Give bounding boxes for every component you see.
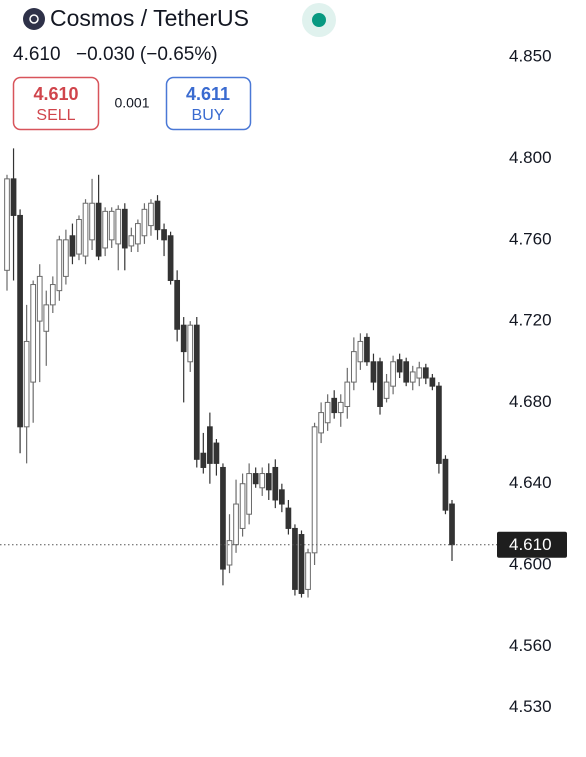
spread: 0.001 — [114, 95, 149, 111]
candle-body — [285, 507, 292, 529]
candle-body — [246, 473, 252, 515]
candle-body — [305, 552, 311, 590]
y-tick-label: 4.560 — [509, 636, 552, 655]
candle-body — [56, 239, 63, 292]
candle-body — [128, 235, 135, 247]
candle-body — [390, 361, 396, 387]
candle-body — [292, 527, 298, 590]
candle-body — [135, 223, 141, 245]
candle-body — [154, 200, 161, 231]
candle-body — [200, 452, 207, 468]
candle-body — [4, 178, 10, 271]
sell-price[interactable]: 4.610 — [33, 84, 78, 104]
candle-body — [76, 219, 82, 255]
buy-label[interactable]: BUY — [192, 107, 225, 124]
candle-body — [95, 202, 102, 257]
candle-body — [436, 385, 442, 464]
candle-body — [167, 235, 174, 281]
buy-price[interactable]: 4.611 — [186, 84, 230, 104]
y-tick-label: 4.680 — [509, 392, 552, 411]
candle-body — [324, 401, 331, 424]
market-status — [312, 13, 326, 27]
candle-body — [364, 336, 370, 363]
candle-body — [409, 371, 416, 383]
candle-body — [422, 367, 429, 379]
y-tick-label: 4.720 — [509, 311, 552, 330]
candle-body — [36, 275, 43, 322]
candle-body — [403, 361, 410, 383]
y-tick-label: 4.760 — [509, 229, 552, 248]
y-tick-label: 4.640 — [509, 473, 552, 492]
candle-body — [344, 381, 351, 407]
candle-body — [187, 324, 194, 363]
candle-body — [180, 324, 187, 353]
candle-body — [357, 340, 364, 363]
sell-button[interactable]: 4.610 SELL — [12, 76, 100, 131]
candle-body — [121, 208, 128, 249]
candle-body — [383, 381, 390, 399]
candle-body — [377, 361, 383, 407]
coin-icon — [23, 8, 45, 30]
candle-body — [442, 458, 449, 511]
candle-body — [63, 239, 69, 277]
candle-body — [17, 214, 23, 428]
candle-body — [207, 426, 213, 464]
candle-body — [265, 473, 272, 491]
candle-body — [102, 210, 109, 249]
candle-body — [259, 473, 266, 489]
candle-body — [331, 397, 338, 414]
candle-body — [416, 367, 423, 379]
candle-body — [23, 340, 30, 428]
candle-body — [89, 202, 95, 241]
candle-body — [396, 359, 403, 373]
symbol-title[interactable]: Cosmos / TetherUS — [50, 5, 249, 31]
candle-body — [278, 489, 285, 505]
candle-body — [115, 208, 122, 245]
candle-body — [298, 534, 305, 594]
buy-box[interactable] — [165, 76, 252, 131]
candle-body — [108, 210, 115, 241]
candle-body — [429, 377, 436, 387]
candle-body — [82, 202, 89, 257]
candle-body — [311, 426, 318, 554]
buy-button[interactable]: 4.611 BUY — [165, 76, 252, 131]
candle-body — [370, 361, 377, 383]
candle-body — [233, 503, 239, 546]
candle-body — [161, 229, 167, 241]
candle-body — [141, 208, 148, 237]
y-tick-label: 4.800 — [509, 148, 552, 167]
coin-icon-ring — [29, 14, 39, 24]
sell-label[interactable]: SELL — [36, 107, 75, 124]
plot-area: 4.530 4.560 4.600 4.640 4.680 4.720 4.760 4.800… — [0, 46, 567, 716]
candle-body — [252, 473, 259, 485]
y-tick-label: 4.850 — [509, 46, 552, 65]
candle-body — [174, 279, 181, 330]
candle-body — [148, 202, 154, 227]
candle-body — [449, 503, 455, 546]
candle-body — [49, 284, 56, 306]
candle-body — [220, 466, 226, 570]
candle-body — [272, 466, 279, 501]
candle-body — [43, 304, 50, 332]
y-tick-label: 4.600 — [509, 555, 552, 574]
candle-body — [318, 412, 324, 434]
last-price-tag — [497, 531, 567, 558]
candle-body — [30, 284, 37, 383]
candle-body — [337, 401, 344, 414]
candle-body — [350, 351, 357, 383]
sell-box[interactable] — [12, 76, 100, 131]
candle-body — [10, 178, 17, 216]
candle-body — [69, 235, 76, 257]
candle-body — [213, 442, 220, 464]
last-price-label: 4.610 — [509, 535, 552, 554]
candle-body — [239, 483, 246, 529]
last-price: 4.610 — [13, 44, 61, 65]
price-change: −0.030 (−0.65%) — [76, 44, 218, 65]
candle-body — [226, 540, 233, 566]
candle-body — [193, 324, 200, 460]
y-tick-label: 4.530 — [509, 697, 552, 716]
